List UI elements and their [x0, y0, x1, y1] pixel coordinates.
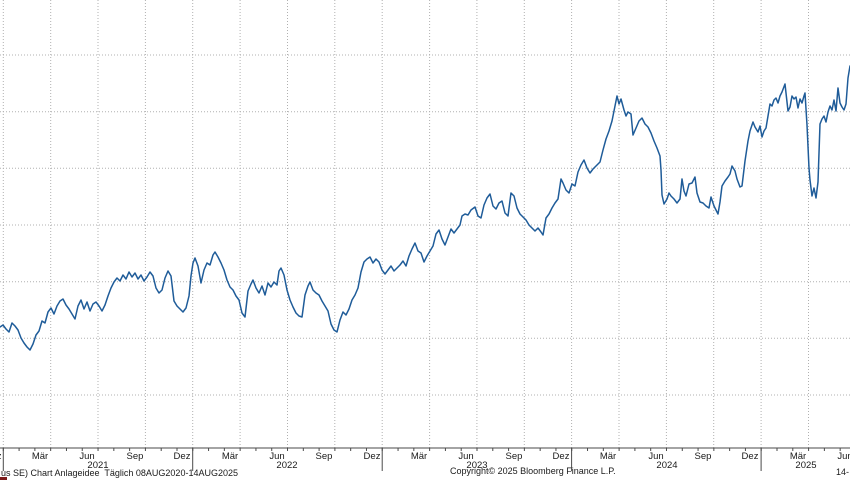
month-label: Dez — [0, 451, 2, 462]
month-label: Jun — [79, 451, 94, 462]
month-label: Dez — [742, 451, 759, 462]
month-label: Sep — [316, 451, 333, 462]
horizontal-gridlines — [0, 54, 850, 396]
month-label: Jun — [458, 451, 473, 462]
month-labels: Dez Mär Jun Sep Dez Mär Jun Sep Dez Mär Jun Sep Dez M… — [0, 451, 850, 462]
date-fragment-text: 14- — [836, 467, 850, 477]
month-label: Jun — [269, 451, 284, 462]
chart-description-text: us SE) Chart Anlageidee Täglich 08AUG202… — [1, 468, 238, 478]
month-label: Mär — [411, 451, 427, 462]
year-label: 2025 — [795, 460, 816, 471]
copyright-text: Copyright© 2025 Bloomberg Finance L.P. — [450, 466, 616, 476]
month-label: Mär — [222, 451, 238, 462]
year-label: 2021 — [87, 460, 108, 471]
month-label: Jun — [837, 451, 850, 462]
month-label: Sep — [506, 451, 523, 462]
month-label: Jun — [648, 451, 663, 462]
year-label: 2024 — [656, 460, 677, 471]
year-label: 2023 — [466, 460, 487, 471]
month-label: Mär — [32, 451, 48, 462]
vertical-gridlines — [2, 0, 809, 448]
year-separators — [2, 448, 762, 471]
month-label: Sep — [695, 451, 712, 462]
price-line-series — [0, 65, 850, 351]
month-label: Dez — [174, 451, 191, 462]
month-label: Mär — [790, 451, 806, 462]
cropped-red-ui-fragment — [0, 477, 7, 480]
month-label: Sep — [127, 451, 144, 462]
year-label: 2022 — [276, 460, 297, 471]
year-labels: 2021 2022 2023 2024 2025 — [87, 460, 816, 471]
month-label: Dez — [364, 451, 381, 462]
month-label: Dez — [553, 451, 570, 462]
month-ticks — [2, 448, 841, 451]
month-label: Mär — [600, 451, 616, 462]
